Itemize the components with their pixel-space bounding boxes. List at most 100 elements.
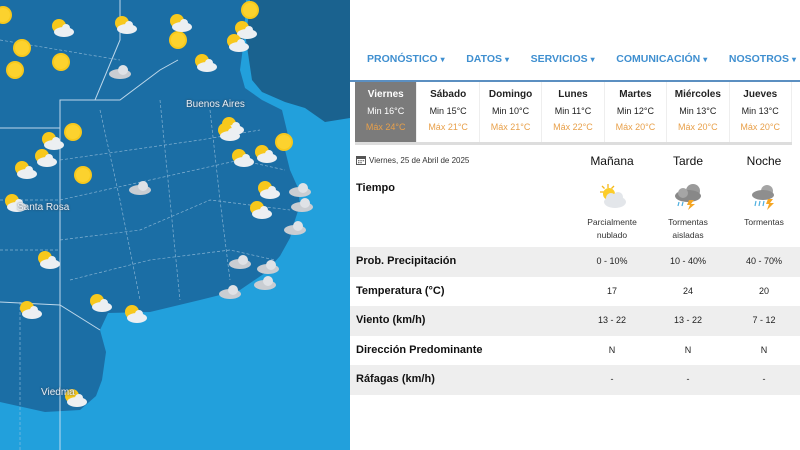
partly-cloudy-icon [20,301,42,319]
cloud-icon [257,260,279,274]
partly-cloudy-icon [52,19,74,37]
forecast-panel: PRONÓSTICO ▾ DATOS ▾ SERVICIOS ▾ COMUNICACI… [350,0,800,450]
period-tarde: Tarde [672,154,704,168]
nav-datos[interactable]: DATOS ▾ [466,53,509,65]
isolated-storms-icon [675,184,701,210]
weather-tarde: Tormentas aisladas [653,182,723,241]
weather-map[interactable]: Buenos Aires Santa Rosa Viedma [0,0,350,450]
weather-desc: nublado [596,230,628,240]
nav-pronostico[interactable]: PRONÓSTICO ▾ [367,53,445,65]
row-rafagas: Ráfagas (km/h) - - - [350,365,800,395]
caret-down-icon: ▾ [590,55,595,64]
day-name: Domingo [488,89,533,100]
caret-down-icon: ▾ [505,55,510,64]
row-temperatura: Temperatura (°C) 17 24 20 [350,277,800,307]
nav-label: NOSOTROS [728,53,789,65]
partly-cloudy-icon [232,149,254,167]
day-name: Viernes [367,89,404,100]
map-label-buenos-aires: Buenos Aires [186,99,245,110]
day-max: Máx 21°C [428,122,468,132]
partly-cloudy-icon [258,181,280,199]
cell-noche: 7 - 12 [752,315,776,326]
weather-desc: aisladas [672,230,704,240]
nav-label: COMUNICACIÓN [616,53,701,65]
row-precipitacion: Prob. Precipitación 0 - 10% 10 - 40% 40 … [350,247,800,277]
cell-manana: 0 - 10% [596,256,628,266]
row-label: Viento (km/h) [356,314,426,327]
land-uruguay [246,0,350,122]
row-viento: Viento (km/h) 13 - 22 13 - 22 7 - 12 [350,306,800,336]
nav-nosotros[interactable]: NOSOTROS ▾ [729,53,796,65]
sun-icon [275,133,293,151]
map-weather-icons [0,1,313,407]
day-min: Min 11°C [554,106,592,116]
day-min: Min 12°C [616,106,654,116]
cloud-icon [129,181,151,195]
partly-cloudy-icon [42,132,64,150]
partly-cloudy-icon [195,54,217,72]
caret-down-icon: ▾ [440,55,445,64]
day-max: Máx 20°C [678,122,718,132]
partly-cloudy-icon [5,194,27,212]
nav-comunicacion[interactable]: COMUNICACIÓN ▾ [616,53,707,65]
row-label: Temperatura (°C) [356,284,445,297]
day-tab-lunes[interactable]: Lunes Min 11°C Máx 22°C [542,82,605,142]
weather-desc: Tormentas [744,217,784,227]
weather-manana: Parcialmente nublado [577,182,647,241]
day-min: Min 13°C [679,106,717,116]
row-label: Ráfagas (km/h) [356,373,435,386]
partly-cloudy-icon [90,294,112,312]
period-manana: Mañana [590,154,634,168]
storms-icon [752,185,774,210]
sun-icon [64,123,82,141]
sun-icon [241,1,259,19]
weather-noche: Tormentas [729,182,799,228]
sun-icon [13,39,31,57]
date-text: Viernes, 25 de Abril de 2025 [369,155,470,165]
partly-cloudy-icon [255,145,277,163]
cell-noche: - [762,374,766,385]
day-min: Min 10°C [491,106,530,116]
partly-cloudy-icon [115,16,137,34]
nav-label: DATOS [466,53,502,65]
sun-icon [52,53,70,71]
day-tab-miercoles[interactable]: Miércoles Min 13°C Máx 20°C [667,82,730,142]
cell-manana: 17 [606,285,617,296]
partly-cloudy-icon [600,184,626,208]
day-tab-sabado[interactable]: Sábado Min 15°C Máx 21°C [417,82,480,142]
day-max: Máx 20°C [615,122,656,132]
day-max: Máx 20°C [740,122,781,132]
row-label: Dirección Predominante [356,343,483,356]
cloud-icon [291,198,313,212]
nav-servicios[interactable]: SERVICIOS ▾ [531,53,595,65]
calendar-icon [356,156,366,165]
day-tab-domingo[interactable]: Domingo Min 10°C Máx 21°C [480,82,543,142]
day-name: Martes [619,89,652,100]
day-tab-martes[interactable]: Martes Min 12°C Máx 20°C [605,82,668,142]
day-min: Min 13°C [741,106,779,116]
cloud-icon [254,276,276,290]
day-min: Min 15°C [429,106,467,116]
map-label-santa-rosa: Santa Rosa [17,202,70,213]
map-label-viedma: Viedma [41,387,75,398]
caret-down-icon: ▾ [703,55,708,64]
cell-noche: N [760,344,768,355]
period-noche: Noche [746,154,782,168]
day-tab-viernes[interactable]: Viernes Min 16°C Máx 24°C [355,82,418,142]
partly-cloudy-icon [227,34,249,52]
partly-cloudy-icon [15,161,37,179]
nav-label: SERVICIOS [530,53,588,65]
partly-cloudy-icon [38,251,60,269]
day-name: Sábado [430,89,467,100]
cell-manana: 13 - 22 [597,315,627,326]
caret-down-icon: ▾ [791,55,796,64]
forecast-date: Viernes, 25 de Abril de 2025 [356,155,469,165]
land-argentina [0,0,300,412]
weather-desc: Tormentas [668,217,708,227]
partly-cloudy-icon [35,149,57,167]
day-tab-jueves[interactable]: Jueves Min 13°C Máx 20°C [730,82,792,142]
partly-cloudy-icon [250,201,272,219]
cell-tarde: - [686,374,690,385]
cell-noche: 40 - 70% [745,256,783,266]
partly-cloudy-icon [235,21,257,39]
